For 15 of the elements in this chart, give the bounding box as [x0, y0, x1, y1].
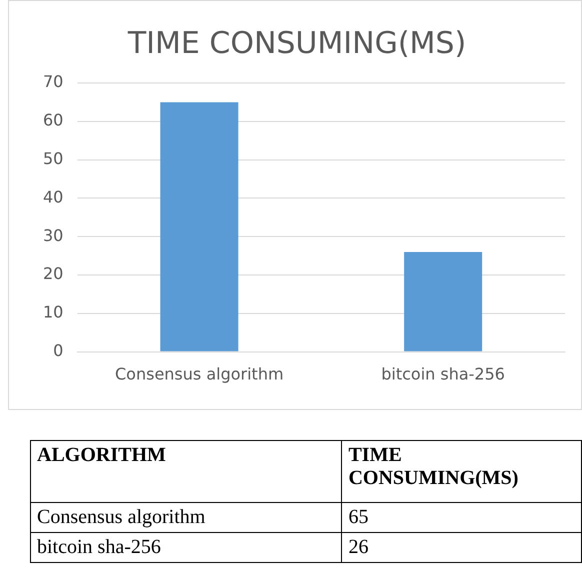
category-label: bitcoin sha-256: [30, 532, 342, 562]
y-tick-label: 0: [53, 340, 64, 360]
y-tick-label: 20: [43, 264, 64, 284]
text: TIME CONSUMING(MS): [342, 440, 582, 502]
text: ALGORITHM: [30, 440, 342, 502]
y-tick-label: 50: [43, 148, 64, 168]
y-tick-label: 10: [43, 302, 64, 322]
y-tick-label: 30: [43, 226, 64, 245]
y-tick-label: 60: [43, 110, 64, 130]
data-label: 26: [342, 532, 582, 562]
y-tick-label: 70: [43, 72, 64, 92]
y-tick-label: 40: [43, 187, 64, 206]
chart-title: TIME CONSUMING(MS): [126, 26, 466, 61]
data-label: 65: [342, 502, 582, 532]
category-label: Consensus algorithm: [30, 502, 342, 532]
